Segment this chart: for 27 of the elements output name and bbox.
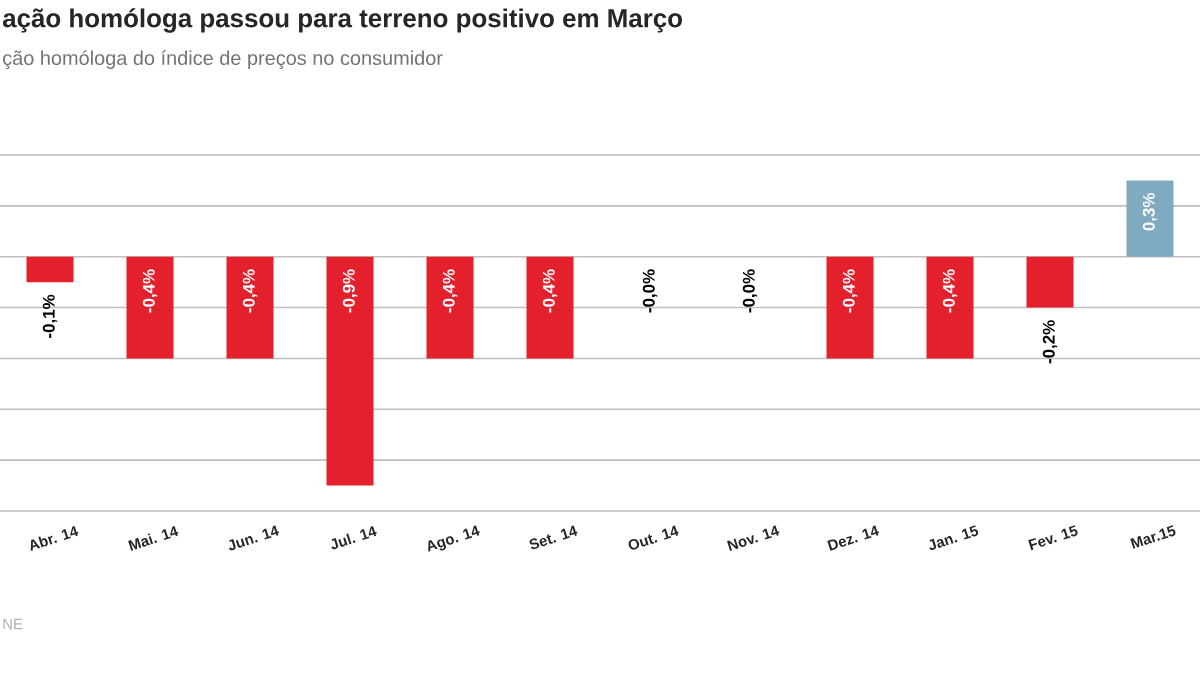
text: NE — [3, 618, 23, 630]
x-tick-label: Jun. 14 — [228, 525, 280, 551]
data-label: -0,4% — [942, 269, 958, 313]
data-label: -0,4% — [542, 269, 558, 313]
data-label: -0,9% — [342, 269, 358, 313]
data-label: -0,2% — [1042, 320, 1058, 364]
data-label: -0,4% — [142, 269, 158, 313]
x-tick-label: Dez. 14 — [827, 525, 880, 551]
x-tick-label: Jul. 14 — [331, 525, 377, 550]
x-tick-label: Mar.15 — [1130, 525, 1176, 549]
x-tick-label: Mai. 14 — [128, 525, 179, 551]
data-label: -0,0% — [642, 269, 658, 313]
data-label: -0,0% — [742, 269, 758, 313]
data-label: -0,4% — [442, 269, 458, 313]
x-tick-label: Out. 14 — [628, 525, 679, 550]
x-tick-label: Jan. 15 — [929, 525, 979, 551]
data-label: -0,4% — [242, 269, 258, 313]
x-tick-label: Nov. 14 — [727, 525, 780, 551]
data-label: 0,3% — [1142, 193, 1158, 231]
chart-subtitle: ção homóloga do índice de preços no consumidor — [3, 50, 443, 70]
x-tick-label: Fev. 15 — [1028, 525, 1078, 551]
x-tick-label: Ago. 14 — [428, 525, 480, 552]
x-tick-label: Set. 14 — [529, 525, 578, 550]
x-tick-label: Abr. 14 — [30, 525, 79, 551]
chart-title: ação homóloga passou para terreno positivo em Março — [2, 8, 682, 33]
data-label: -0,1% — [42, 294, 58, 338]
data-label: -0,4% — [842, 269, 858, 313]
